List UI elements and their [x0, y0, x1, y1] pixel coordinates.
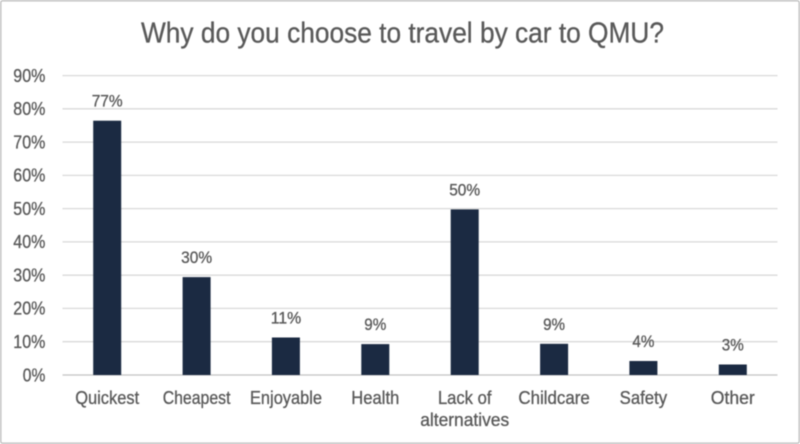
svg-text:10%: 10%: [13, 331, 45, 352]
svg-text:11%: 11%: [271, 309, 302, 328]
svg-text:Why do you choose to travel by: Why do you choose to travel by car to QM…: [141, 18, 664, 50]
svg-text:Other: Other: [711, 388, 755, 408]
svg-text:Cheapest: Cheapest: [163, 388, 231, 408]
svg-text:40%: 40%: [13, 231, 45, 252]
svg-text:50%: 50%: [13, 198, 45, 219]
svg-text:30%: 30%: [13, 265, 45, 286]
svg-text:Lack of: Lack of: [438, 388, 492, 408]
svg-text:Health: Health: [351, 388, 399, 408]
svg-text:3%: 3%: [722, 336, 744, 355]
svg-text:20%: 20%: [13, 298, 45, 319]
svg-text:90%: 90%: [13, 65, 45, 86]
svg-text:30%: 30%: [181, 248, 212, 267]
svg-text:0%: 0%: [23, 364, 46, 385]
svg-text:60%: 60%: [13, 165, 45, 186]
svg-text:Childcare: Childcare: [518, 388, 590, 408]
svg-text:50%: 50%: [449, 180, 480, 199]
svg-text:alternatives: alternatives: [420, 410, 509, 430]
svg-text:70%: 70%: [13, 131, 45, 152]
svg-text:Safety: Safety: [620, 388, 668, 408]
svg-text:9%: 9%: [364, 315, 386, 334]
svg-text:9%: 9%: [543, 315, 565, 334]
svg-text:80%: 80%: [13, 98, 45, 119]
svg-text:4%: 4%: [632, 332, 654, 351]
svg-text:Enjoyable: Enjoyable: [250, 388, 322, 408]
svg-text:77%: 77%: [92, 92, 123, 111]
svg-text:Quickest: Quickest: [75, 388, 139, 408]
